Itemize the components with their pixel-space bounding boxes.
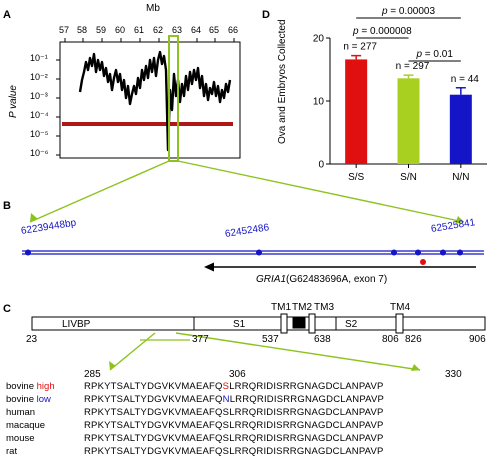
n-label: n = 44 xyxy=(451,74,480,85)
sequence-row-bovine-high: bovine high RPKYTSALTYDGVKVMAEAFQSLRRQRID… xyxy=(6,381,384,392)
y-tick-label: 10⁻² xyxy=(30,72,48,82)
n-label: n = 297 xyxy=(396,61,430,72)
p-value-label: p = 0.00003 xyxy=(381,6,436,17)
x-tick-label: 64 xyxy=(191,25,202,35)
zoom-line-right-a xyxy=(177,160,465,223)
x-tick-label: 62 xyxy=(153,25,164,35)
y-tick-label: 10⁻¹ xyxy=(30,53,48,63)
zoom-residue-start: 285 xyxy=(84,369,101,380)
residue-number: 906 xyxy=(469,334,486,345)
bar xyxy=(397,78,420,164)
protein-bar xyxy=(31,316,486,331)
domain-label-tm4: TM4 xyxy=(390,302,410,313)
n-label: n = 277 xyxy=(343,42,377,53)
sequence-row-rat: rat RPKYTSALTYDGVKVMAEAFQSLRRQRIDISRRGNAG… xyxy=(6,446,384,457)
p-value-trace xyxy=(78,50,232,152)
domain-label-tm3: TM3 xyxy=(314,302,334,313)
marker-dot xyxy=(440,249,446,256)
x-tick-label: 66 xyxy=(228,25,239,35)
y-tick-label: 10⁻⁴ xyxy=(30,110,49,120)
p-value-label: p = 0.000008 xyxy=(352,26,412,37)
x-tick-label: 57 xyxy=(59,25,70,35)
marker-dot xyxy=(25,249,31,256)
x-tick-label: 60 xyxy=(115,25,126,35)
panel-a-frame xyxy=(59,41,241,159)
y-tick-label: 0 xyxy=(318,160,324,171)
marker-dot xyxy=(391,249,397,256)
residue-number: 23 xyxy=(26,334,38,345)
zoom-line-right-c xyxy=(175,332,421,371)
zoom-line-left-c xyxy=(109,332,156,371)
tm3-segment xyxy=(308,313,316,334)
panel-label-c: C xyxy=(3,303,11,315)
domain-label-s1: S1 xyxy=(233,319,246,330)
panel-label-d: D xyxy=(262,9,270,21)
bar xyxy=(449,94,472,164)
zoom-residue-mutation: 306 xyxy=(229,369,246,380)
y-tick-label: 20 xyxy=(313,34,325,45)
residue-number: 537 xyxy=(262,334,279,345)
gene-arrow-head xyxy=(204,262,214,272)
panel-label-a: A xyxy=(3,9,11,21)
zoom-residue-end: 330 xyxy=(445,369,462,380)
y-tick-label: 10⁻³ xyxy=(30,91,48,101)
x-tick-label: S/S xyxy=(348,172,364,183)
x-tick-label: N/N xyxy=(452,172,469,183)
panel-a-left-ticks xyxy=(56,59,60,156)
domain-label-tm2: TM2 xyxy=(292,302,312,313)
x-tick-label: 61 xyxy=(134,25,145,35)
sequence-row-human: human RPKYTSALTYDGVKVMAEAFQSLRRQRIDISRRGN… xyxy=(6,407,384,418)
residue-number: 377 xyxy=(192,334,209,345)
x-tick-label: 63 xyxy=(172,25,183,35)
tm2-segment xyxy=(292,317,306,329)
zoom-arrow-left-a xyxy=(30,213,38,222)
zoom-arrow-right-c xyxy=(411,364,420,371)
x-tick-label: 58 xyxy=(77,25,88,35)
bar xyxy=(345,59,368,164)
panel-a-axis-title: Mb xyxy=(146,3,160,14)
panel-label-b: B xyxy=(3,200,11,212)
tm4-segment xyxy=(395,313,404,334)
residue-number: 826 xyxy=(405,334,422,345)
candidate-region-highlight xyxy=(168,35,179,162)
snp-dot xyxy=(420,259,426,265)
sequence-row-bovine-low: bovine low RPKYTSALTYDGVKVMAEAFQNLRRQRIDI… xyxy=(6,394,385,405)
x-tick-label: 59 xyxy=(96,25,107,35)
domain-label-s2: S2 xyxy=(345,319,358,330)
domain-label-livbp: LIVBP xyxy=(62,319,91,330)
marker-dot xyxy=(415,249,421,256)
y-tick-label: 10⁻⁵ xyxy=(30,129,49,139)
y-tick-label: 10 xyxy=(313,97,325,108)
tm1-segment xyxy=(280,313,288,334)
sequence-row-mouse: mouse RPKYTSALTYDGVKVMAEAFQSLRRQRIDISRRGN… xyxy=(6,433,384,444)
residue-number: 638 xyxy=(314,334,331,345)
zoom-arrow-right-a xyxy=(455,216,464,224)
marker-dot xyxy=(256,249,262,256)
residue-number: 806 xyxy=(382,334,399,345)
y-tick-label: 10⁻⁶ xyxy=(30,148,49,158)
x-tick-label: 65 xyxy=(209,25,220,35)
x-tick-label: S/N xyxy=(400,172,417,183)
zoom-arrow-left-c xyxy=(109,361,116,370)
p-value-label: p = 0.01 xyxy=(415,49,453,60)
gene-label: GRIA1(G62483696A, exon 7) xyxy=(256,274,388,285)
domain-label-tm1: TM1 xyxy=(271,302,291,313)
panel-d-ylabel: Ova and Embryos Collected xyxy=(277,19,288,144)
sequence-row-macaque: macaque RPKYTSALTYDGVKVMAEAFQSLRRQRIDISRR… xyxy=(6,420,384,431)
zoom-line-left-a xyxy=(29,160,170,223)
marker-dot xyxy=(457,249,463,256)
